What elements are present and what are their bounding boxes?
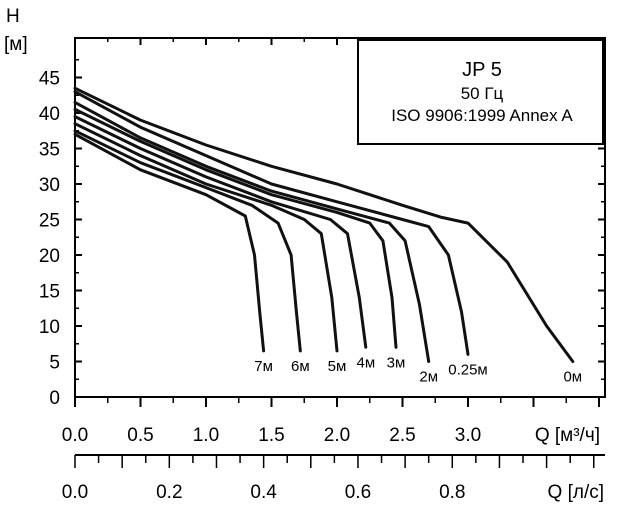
x2-axis-title: Q [л/с] — [548, 482, 604, 503]
curve-labels: 0м 0.25м 2м 3м 4м 5м 6м 7м — [254, 354, 582, 385]
x-tick-label: 0.0 — [62, 425, 88, 446]
chart-note: ISO 9906:1999 Annex A — [391, 106, 573, 125]
y-tick-label: 5 — [49, 353, 60, 374]
curve-end-label: 3м — [387, 354, 406, 371]
curve-end-label: 6м — [291, 358, 310, 375]
curve-end-label: 0м — [563, 369, 582, 386]
curve-end-label: 7м — [254, 358, 273, 375]
secondary-x-axis: 0.0 0.2 0.4 0.6 0.8 — [62, 454, 605, 503]
y-tick-label: 30 — [39, 175, 60, 196]
pump-curve-line — [73, 107, 398, 349]
y-tick-label: 10 — [39, 317, 60, 338]
curve-end-label: 0.25м — [448, 361, 488, 378]
x-tick-label: 2.0 — [324, 425, 350, 446]
pump-curve-line — [73, 132, 266, 353]
pump-curve-line — [73, 100, 431, 363]
x2-tick-label: 0.2 — [156, 482, 182, 503]
curve-end-label: 2м — [419, 369, 438, 386]
x-axis-ticks: 0.0 0.5 1.0 1.5 2.0 2.5 3.0 — [62, 38, 600, 446]
pump-curve-line — [73, 90, 470, 356]
curve-end-label: 4м — [356, 354, 375, 371]
x-tick-label: 3.0 — [455, 425, 481, 446]
chart-subtitle: 50 Гц — [461, 84, 504, 103]
plot-border — [74, 37, 606, 398]
x-tick-label: 2.5 — [389, 425, 415, 446]
x-tick-label: 1.0 — [193, 425, 219, 446]
legend-frame — [357, 39, 604, 145]
x-axis-title: Q [м³/ч] — [535, 425, 600, 446]
x2-tick-label: 0.6 — [345, 482, 371, 503]
y-tick-label: 45 — [39, 69, 60, 90]
pump-curve-line — [73, 129, 302, 353]
x-tick-label: 0.5 — [127, 425, 153, 446]
x2-tick-label: 0.4 — [250, 482, 277, 503]
y-tick-label: 40 — [39, 104, 60, 125]
legend-box: JP 5 50 Гц ISO 9906:1999 Annex A — [357, 39, 604, 145]
y-tick-label: 0 — [49, 388, 60, 409]
y-tick-label: 35 — [39, 140, 60, 161]
x2-tick-label: 0.8 — [439, 482, 465, 503]
y-tick-label: 20 — [39, 246, 60, 267]
y-tick-label: 15 — [39, 282, 60, 303]
plot-frame — [74, 37, 606, 398]
x-tick-label: 1.5 — [258, 425, 284, 446]
chart-title: JP 5 — [462, 59, 502, 81]
pump-curve-line — [73, 122, 339, 353]
y-tick-label: 25 — [39, 211, 60, 232]
pump-curves — [73, 86, 575, 363]
pump-curve-line — [73, 115, 368, 349]
curve-end-label: 5м — [328, 358, 347, 375]
y-axis-ticks: 0 5 10 15 20 25 30 35 40 45 — [39, 59, 605, 409]
y-axis-symbol: H — [6, 6, 20, 27]
y-axis-unit: [м] — [4, 34, 28, 55]
x2-tick-label: 0.0 — [62, 482, 88, 503]
pump-curve-line — [73, 86, 575, 363]
